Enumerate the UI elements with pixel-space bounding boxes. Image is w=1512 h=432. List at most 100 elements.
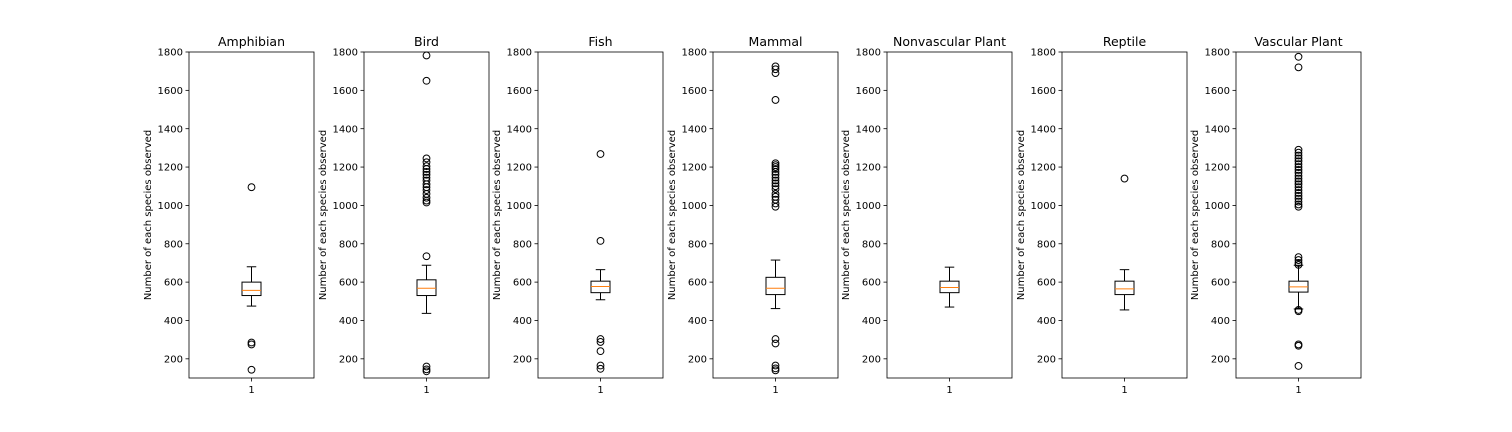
y-tick-label: 1000 [158, 201, 183, 212]
x-tick-label: 1 [597, 385, 603, 396]
outlier-point [1294, 200, 1303, 209]
y-tick-label: 1400 [856, 124, 881, 135]
y-tick-label: 200 [339, 354, 358, 365]
outlier-point [1294, 168, 1303, 177]
subplot-title: Bird [414, 34, 439, 49]
outlier-point [771, 185, 780, 194]
subplot-title: Nonvascular Plant [893, 34, 1006, 49]
y-tick-label: 200 [1037, 354, 1056, 365]
outlier-point [771, 163, 780, 171]
y-tick-label: 1600 [333, 86, 358, 97]
outlier-point [1294, 341, 1303, 350]
outlier-point [247, 338, 256, 347]
outlier-point [1294, 194, 1303, 203]
outlier-point [771, 199, 780, 208]
iqr-box [939, 280, 960, 294]
y-tick-label: 1800 [1205, 48, 1230, 59]
subplot-title: Reptile [1103, 34, 1147, 49]
y-axis-label: Number of each species observed [1016, 130, 1027, 300]
y-tick-label: 1000 [856, 201, 881, 212]
outlier-point [771, 182, 780, 191]
outlier-point [1294, 157, 1303, 166]
y-tick-label: 1600 [158, 86, 183, 97]
y-tick-label: 600 [1037, 278, 1056, 289]
y-tick-label: 400 [164, 316, 183, 327]
y-tick-label: 800 [1211, 239, 1230, 250]
subplot-title: Mammal [749, 34, 803, 49]
subplot-bird: Bird Number of each species observed 200 40… [318, 34, 490, 396]
outlier-point [771, 170, 780, 179]
outlier-point [1294, 52, 1303, 61]
outlier-point [422, 362, 431, 371]
outlier-point [1294, 197, 1303, 206]
y-tick-label: 1000 [507, 201, 532, 212]
y-tick-label: 1600 [1205, 86, 1230, 97]
outlier-point [1294, 180, 1303, 189]
outlier-point [596, 338, 605, 346]
outlier-point [422, 252, 431, 261]
outlier-point [1294, 189, 1303, 197]
outlier-point [1294, 307, 1303, 316]
y-axis-label: Number of each species observed [492, 130, 503, 300]
y-tick-label: 1400 [682, 124, 707, 135]
y-tick-label: 1600 [507, 86, 532, 97]
y-tick-label: 1600 [682, 86, 707, 97]
axes-frame [537, 51, 664, 379]
outlier-point [771, 364, 780, 373]
y-axis-label: Number of each species observed [841, 130, 852, 300]
y-tick-label: 600 [1211, 278, 1230, 289]
y-tick-label: 800 [339, 239, 358, 250]
outlier-point [1294, 183, 1303, 192]
y-tick-label: 600 [688, 278, 707, 289]
outlier-point [422, 180, 431, 189]
y-tick-label: 800 [688, 239, 707, 250]
y-tick-label: 800 [862, 239, 881, 250]
y-tick-label: 200 [513, 354, 532, 365]
outlier-point [596, 335, 605, 343]
outlier-point [596, 364, 605, 373]
outlier-point [1294, 154, 1303, 163]
y-tick-label: 1800 [507, 48, 532, 59]
outlier-point [422, 186, 431, 194]
outlier-point [771, 65, 780, 74]
outlier-point [596, 236, 605, 245]
y-tick-label: 1400 [1031, 124, 1056, 135]
y-tick-label: 1000 [682, 201, 707, 212]
axes-frame [886, 51, 1013, 379]
y-tick-label: 800 [513, 239, 532, 250]
y-tick-label: 600 [513, 278, 532, 289]
outlier-point [1294, 202, 1303, 211]
iqr-box [1114, 280, 1135, 296]
y-axis-label: Number of each species observed [1190, 130, 1201, 300]
axes-frame [363, 51, 490, 379]
subplot-fish: Fish Number of each species observed 200 40… [492, 34, 664, 396]
y-tick-label: 1200 [1205, 163, 1230, 174]
y-tick-label: 1400 [1205, 124, 1230, 135]
iqr-box [765, 276, 786, 296]
outlier-point [422, 51, 431, 60]
outlier-point [422, 196, 431, 205]
outlier-point [771, 96, 780, 104]
outlier-point [1294, 256, 1303, 264]
y-tick-label: 400 [1037, 316, 1056, 327]
outlier-point [771, 339, 780, 348]
outlier-point [1294, 177, 1303, 186]
outlier-point [1294, 151, 1303, 160]
outlier-point [422, 162, 431, 171]
outlier-point [422, 170, 431, 179]
x-tick-label: 1 [1121, 385, 1127, 396]
outlier-point [422, 165, 431, 173]
y-tick-label: 1200 [333, 163, 358, 174]
outlier-point [422, 367, 431, 376]
outlier-point [771, 173, 780, 182]
y-tick-label: 200 [688, 354, 707, 365]
y-tick-label: 400 [1211, 316, 1230, 327]
y-axis-label: Number of each species observed [318, 130, 329, 300]
outlier-point [1294, 145, 1303, 154]
outlier-point [771, 335, 780, 343]
outlier-point [422, 167, 431, 176]
y-tick-label: 400 [513, 316, 532, 327]
outlier-point [596, 347, 605, 356]
axes-frame [188, 51, 315, 379]
